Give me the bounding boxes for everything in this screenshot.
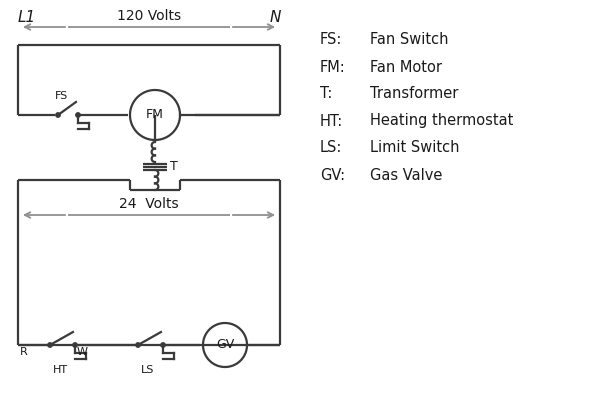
Text: T:: T: — [320, 86, 332, 102]
Text: Heating thermostat: Heating thermostat — [370, 114, 513, 128]
Text: N: N — [269, 10, 281, 25]
Text: LS: LS — [142, 365, 155, 375]
Text: FM: FM — [146, 108, 164, 122]
Text: R: R — [20, 347, 28, 357]
Polygon shape — [56, 113, 60, 117]
Polygon shape — [76, 113, 80, 117]
Text: GV:: GV: — [320, 168, 345, 182]
Polygon shape — [136, 343, 140, 347]
Polygon shape — [161, 343, 165, 347]
Text: GV: GV — [216, 338, 234, 352]
Text: Limit Switch: Limit Switch — [370, 140, 460, 156]
Text: Fan Switch: Fan Switch — [370, 32, 448, 48]
Text: HT: HT — [53, 365, 68, 375]
Text: LS:: LS: — [320, 140, 342, 156]
Text: FS:: FS: — [320, 32, 342, 48]
Text: Transformer: Transformer — [370, 86, 458, 102]
Text: Fan Motor: Fan Motor — [370, 60, 442, 74]
Text: FS: FS — [55, 91, 68, 101]
Polygon shape — [48, 343, 52, 347]
Text: Gas Valve: Gas Valve — [370, 168, 442, 182]
Text: FM:: FM: — [320, 60, 346, 74]
Text: 120 Volts: 120 Volts — [117, 9, 181, 23]
Text: T: T — [170, 160, 178, 172]
Text: HT:: HT: — [320, 114, 343, 128]
Text: 24  Volts: 24 Volts — [119, 197, 179, 211]
Polygon shape — [73, 343, 77, 347]
Text: L1: L1 — [18, 10, 36, 25]
Text: W: W — [77, 347, 88, 357]
